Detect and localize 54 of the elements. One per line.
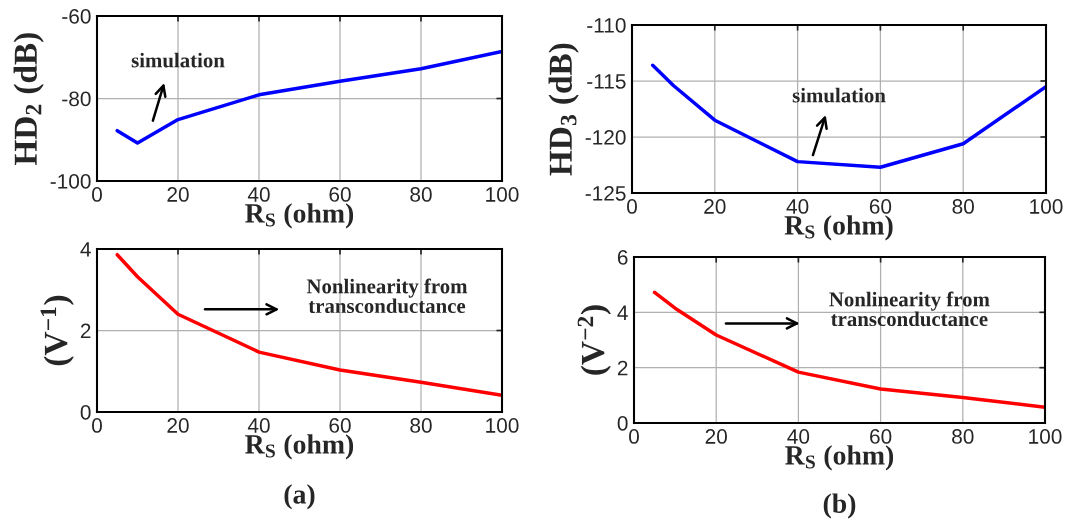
y-tick-label: -115 <box>587 74 626 89</box>
y-axis-title: (V$^{−1}$) <box>40 295 74 366</box>
x-tick-label: 100 <box>486 187 519 202</box>
y-tick-label: -60 <box>62 9 91 24</box>
text: (b) <box>823 493 856 519</box>
x-tick-label: 100 <box>1029 429 1062 444</box>
y-tick-label: 6 <box>617 250 628 265</box>
y-tick-label: 4 <box>80 242 91 257</box>
x-tick-label: 20 <box>167 418 189 433</box>
x-tick-label: 100 <box>1030 199 1063 214</box>
x-tick-label: 0 <box>92 187 102 202</box>
x-tick-label: 80 <box>410 418 432 433</box>
y-tick-label: -110 <box>587 18 626 33</box>
x-tick-label: 80 <box>952 199 974 214</box>
x-tick-label: 60 <box>329 418 351 433</box>
text: (a) <box>284 484 315 510</box>
x-tick-label: 40 <box>247 187 270 202</box>
annotation: Nonlinearity from transconductance <box>829 291 990 327</box>
line-series <box>652 290 1045 409</box>
line-series <box>650 63 1046 169</box>
x-tick-label: 20 <box>167 187 189 202</box>
y-tick-label: -100 <box>50 174 91 189</box>
y-tick-label: -125 <box>585 186 626 201</box>
x-tick-label: 0 <box>92 418 102 433</box>
y-tick-label: 0 <box>80 405 91 420</box>
x-tick-label: 40 <box>786 199 809 214</box>
x-tick-label: 40 <box>247 418 270 433</box>
y-axis-title: HD$_{2}$ (dB) <box>13 33 44 166</box>
x-axis-title: R$_{S}$ (ohm) <box>785 445 894 471</box>
annotation: simulation <box>792 87 886 103</box>
x-tick-label: 60 <box>869 199 892 214</box>
y-tick-label: -120 <box>585 130 626 145</box>
annotation: simulation <box>131 52 225 68</box>
x-tick-label: 80 <box>410 187 432 202</box>
x-tick-label: 60 <box>329 187 351 202</box>
annotation: Nonlinearity from transconductance <box>306 278 468 314</box>
y-axis-title: HD$_{3}$ (dB) <box>548 43 579 176</box>
x-axis-title: R$_{S}$ (ohm) <box>784 215 893 241</box>
x-axis-title: R$_{S}$ (ohm) <box>245 203 354 229</box>
y-axis-title: (V$^{−2}$) <box>577 305 611 375</box>
y-tick-label: -80 <box>62 91 91 107</box>
y-tick-label: 2 <box>80 323 91 339</box>
x-tick-label: 100 <box>486 418 519 433</box>
x-tick-label: 20 <box>705 429 727 444</box>
y-tick-label: 2 <box>617 360 628 376</box>
x-tick-label: 60 <box>870 429 892 444</box>
x-axis-title: R$_{S}$ (ohm) <box>245 434 354 460</box>
x-tick-label: 20 <box>704 199 726 214</box>
y-tick-label: 4 <box>617 305 628 320</box>
x-tick-label: 40 <box>787 429 810 444</box>
line-series <box>115 252 502 398</box>
line-series <box>115 49 502 145</box>
x-tick-label: 0 <box>629 429 639 444</box>
x-tick-label: 80 <box>952 429 974 444</box>
